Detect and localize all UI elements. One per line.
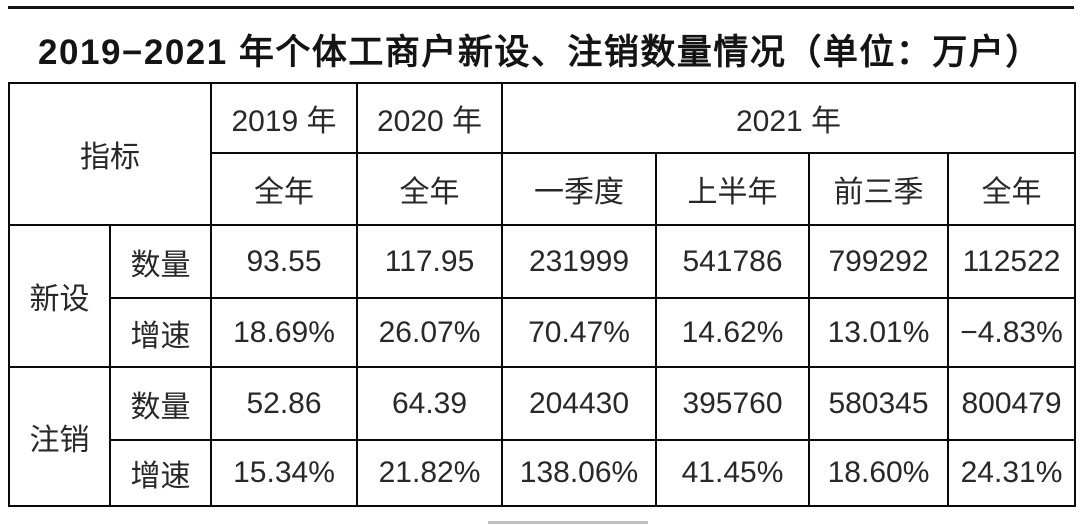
period-header-2020-fullyear: 全年 [356,152,503,226]
year-header-2021: 2021 年 [500,82,1077,154]
value-cell: 395760 [655,366,810,441]
table-row-new-quantity: 新设 数量 93.55 117.95 231999 541786 799292 … [8,224,1077,368]
value-cell: 13.01% [808,297,949,368]
value-cell: 541786 [655,224,810,299]
table-row-deregister-growth: 增速 15.34% 21.82% 138.06% 41.45% 18.60% 2… [9,439,1077,507]
value-cell: 138.06% [501,439,657,507]
value-cell: 112522 [946,224,1077,299]
value-cell: 70.47% [501,297,657,368]
period-header-2019-fullyear: 全年 [210,152,358,226]
period-header-q1: 一季度 [501,152,657,226]
period-header-h1: 上半年 [655,152,810,226]
value-cell: 18.69% [210,297,358,368]
value-cell: −4.83% [946,297,1077,368]
period-header-fullyear: 全年 [946,152,1077,226]
data-table: 指标 2019 年 2020 年 2021 年 全年 全年 一季度 上半年 前三… [8,82,1077,507]
value-cell: 24.31% [946,439,1077,507]
header-row-years: 指标 2019 年 2020 年 2021 年 [8,82,1077,226]
header-row-periods: 全年 全年 一季度 上半年 前三季 全年 [9,152,1077,226]
period-header-first-three-quarters: 前三季 [808,152,949,226]
group-label-deregister: 注销 [8,366,111,507]
value-cell: 799292 [808,224,949,299]
year-header-2020: 2020 年 [356,82,503,154]
value-cell: 64.39 [356,366,503,441]
year-header-2019: 2019 年 [210,82,358,154]
group-label-new: 新设 [8,224,111,368]
cropped-content-artifact [488,521,648,524]
table-row-deregister-quantity: 注销 数量 52.86 64.39 204430 395760 580345 8… [8,366,1077,507]
value-cell: 117.95 [356,224,503,299]
metric-cell: 数量 [109,224,212,299]
value-cell: 800479 [946,366,1077,441]
value-cell: 18.60% [808,439,949,507]
value-cell: 231999 [501,224,657,299]
metric-cell: 增速 [109,439,212,507]
page-title: 2019−2021 年个体工商户新设、注销数量情况（单位：万户） [38,33,1042,72]
value-cell: 14.62% [655,297,810,368]
value-cell: 26.07% [356,297,503,368]
table-row-new-growth: 增速 18.69% 26.07% 70.47% 14.62% 13.01% −4… [9,297,1077,368]
metric-cell: 增速 [109,297,212,368]
value-cell: 204430 [501,366,657,441]
value-cell: 580345 [808,366,949,441]
value-cell: 52.86 [210,366,358,441]
value-cell: 93.55 [210,224,358,299]
corner-cell-indicator: 指标 [8,82,212,226]
value-cell: 15.34% [210,439,358,507]
value-cell: 21.82% [356,439,503,507]
value-cell: 41.45% [655,439,810,507]
metric-cell: 数量 [109,366,212,441]
top-rule-divider [8,6,1074,9]
